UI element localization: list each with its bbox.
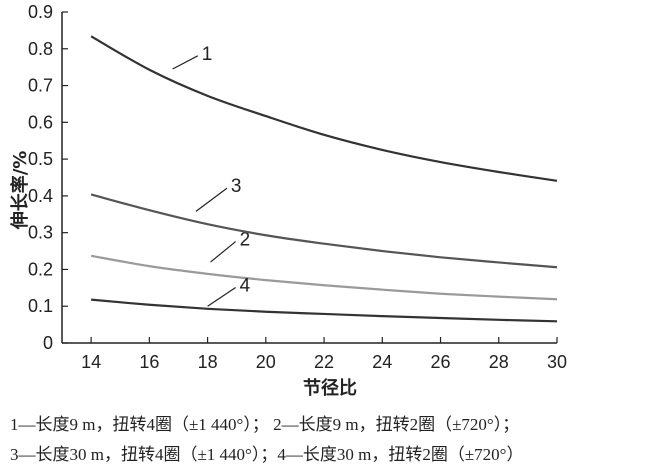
series-label-3: 3	[231, 176, 242, 197]
x-tick-label: 28	[489, 352, 509, 372]
line-chart: 00.10.20.30.40.50.60.70.80.914 16 18 20 22 24…	[9, 2, 567, 399]
series-leader-2	[210, 241, 236, 263]
y-tick-label: 0.4	[28, 186, 53, 206]
series-leader-3	[195, 187, 228, 212]
series-label-2: 2	[240, 230, 251, 251]
series-line-2	[90, 254, 558, 301]
series-line-4	[91, 298, 558, 323]
x-tick-label: 16	[139, 352, 159, 372]
axes	[61, 12, 557, 344]
legend-caption-line-2: 3—长度30 m，扭转4圈（±1 440°）；4—长度30 m，扭转2圈（±72…	[10, 445, 524, 464]
y-tick-label: 0.2	[28, 259, 53, 279]
y-tick-label: 0.1	[28, 296, 53, 316]
series-line-1	[90, 35, 558, 182]
y-tick-label: 0.3	[28, 223, 53, 243]
x-tick-label: 18	[198, 352, 218, 372]
series-line-3	[90, 193, 558, 269]
y-tick-label: 0.7	[28, 76, 53, 96]
series-leader-4	[207, 287, 236, 307]
y-tick-label: 0	[43, 333, 53, 353]
x-tick-label: 30	[547, 352, 567, 372]
series-leader-1	[172, 55, 199, 70]
x-tick-label: 22	[314, 352, 334, 372]
x-tick-label: 26	[431, 352, 451, 372]
x-tick-label: 14	[81, 352, 101, 372]
series-label-1: 1	[202, 44, 213, 65]
y-tick-label: 0.9	[28, 2, 53, 22]
x-axis-title: 节径比	[303, 377, 357, 399]
series-label-4: 4	[240, 276, 251, 297]
x-tick-label: 20	[256, 352, 276, 372]
x-tick-label: 24	[372, 352, 392, 372]
y-tick-label: 0.6	[28, 112, 53, 132]
y-axis-title: 伸长率/%	[9, 151, 31, 231]
legend-caption-line-1: 1—长度9 m，扭转4圈（±1 440°）； 2—长度9 m，扭转2圈（±720…	[10, 415, 520, 434]
series-layer: 1 2 3 4	[90, 35, 558, 323]
y-tick-label: 0.5	[28, 149, 53, 169]
y-tick-label: 0.8	[28, 39, 53, 59]
ticks: 00.10.20.30.40.50.60.70.80.914 16 18 20 22 24…	[28, 2, 567, 372]
